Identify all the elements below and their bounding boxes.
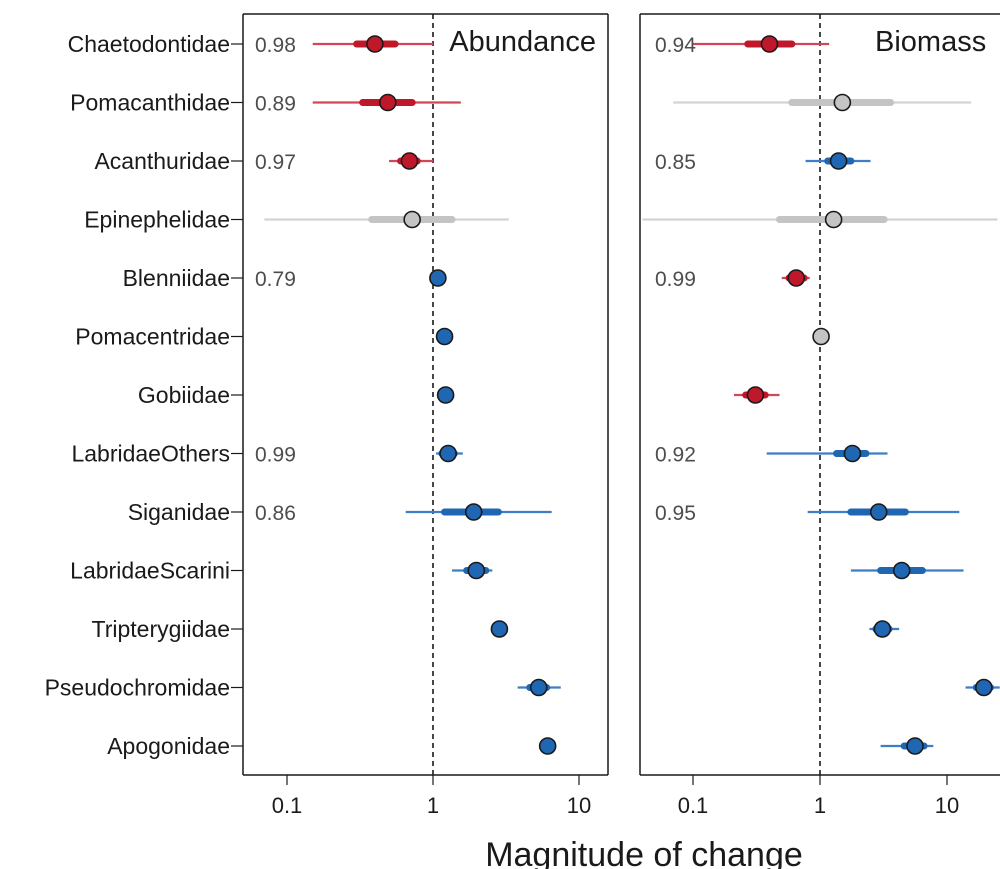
estimate-apogonidae — [538, 737, 557, 755]
family-label-apogonidae: Apogonidae — [107, 733, 230, 759]
point-estimate — [892, 561, 911, 580]
estimate-acanthuridae — [805, 152, 871, 170]
estimate-chaetodontidae — [693, 35, 830, 53]
probability-label: 0.99 — [255, 444, 296, 467]
x-tick-label: 1 — [427, 793, 439, 818]
estimate-pomacanthidae — [312, 93, 461, 112]
estimate-blenniidae — [429, 269, 447, 287]
point-estimate — [824, 210, 843, 229]
estimate-tripterygiidae — [490, 620, 509, 638]
family-label-pomacanthidae: Pomacanthidae — [70, 90, 230, 116]
family-label-gobiidae: Gobiidae — [138, 382, 230, 408]
probability-label: 0.95 — [655, 502, 696, 525]
point-estimate — [833, 93, 852, 112]
estimate-tripterygiidae — [869, 620, 900, 638]
probability-label: 0.89 — [255, 93, 296, 116]
point-estimate — [746, 386, 765, 404]
x-tick-label: 0.1 — [678, 793, 709, 818]
point-estimate — [378, 93, 397, 112]
point-estimate — [812, 327, 830, 346]
estimate-labridaescarini — [452, 561, 493, 580]
point-estimate — [403, 210, 421, 229]
panel-frame — [242, 13, 609, 776]
estimate-pomacentridae — [812, 327, 830, 346]
probability-label: 0.98 — [255, 34, 296, 57]
abundance-panel: 0.1 1 10 Abundance 0.98 0.89 0.97 0.79 0.99 0.86 — [242, 13, 609, 818]
point-estimate — [829, 152, 848, 170]
point-estimate — [400, 152, 419, 170]
family-label-tripterygiidae: Tripterygiidae — [92, 616, 230, 642]
x-tick-label: 10 — [567, 793, 591, 818]
estimate-acanthuridae — [389, 152, 433, 170]
panel-title: Biomass — [875, 26, 986, 58]
family-label-blenniidae: Blenniidae — [123, 265, 230, 291]
probability-label: 0.99 — [655, 268, 696, 291]
point-estimate — [906, 737, 924, 755]
family-label-labridaescarini: LabridaeScarini — [70, 558, 230, 584]
family-label-pomacentridae: Pomacentridae — [75, 324, 230, 350]
x-tick-label: 10 — [935, 793, 959, 818]
estimate-pseudochromidae — [965, 678, 1000, 697]
estimate-epinephelidae — [642, 210, 998, 229]
family-label-epinephelidae: Epinephelidae — [84, 207, 230, 233]
point-estimate — [490, 620, 509, 638]
point-estimate — [435, 327, 454, 346]
estimate-pomacentridae — [435, 327, 454, 346]
point-estimate — [975, 678, 993, 697]
estimate-labridaescarini — [850, 561, 964, 580]
family-labels: Chaetodontidae Pomacanthidae Acanthuridae E… — [45, 31, 243, 759]
point-estimate — [366, 35, 384, 53]
x-axis-title: Magnitude of change — [485, 836, 803, 869]
biomass-panel: 0.1 1 10 Biomass 0.94 0.85 0.99 0.92 0.95 — [639, 13, 1000, 818]
estimate-labridaeothers — [436, 444, 463, 463]
family-label-chaetodontidae: Chaetodontidae — [68, 31, 230, 57]
family-label-acanthuridae: Acanthuridae — [94, 148, 230, 174]
estimate-labridaeothers — [766, 444, 888, 463]
x-tick-label: 0.1 — [272, 793, 303, 818]
estimate-gobiidae — [733, 386, 780, 404]
panel-title: Abundance — [449, 26, 596, 58]
point-estimate — [464, 503, 483, 521]
family-label-pseudochromidae: Pseudochromidae — [45, 675, 230, 701]
estimate-siganidae — [405, 503, 552, 521]
estimate-pseudochromidae — [517, 678, 561, 697]
point-estimate — [467, 561, 486, 580]
estimate-gobiidae — [436, 386, 455, 404]
probability-label: 0.79 — [255, 268, 296, 291]
probability-label: 0.94 — [655, 34, 696, 57]
point-estimate — [439, 444, 457, 463]
estimate-blenniidae — [781, 269, 810, 287]
family-label-labridaeothers: LabridaeOthers — [71, 441, 230, 467]
point-estimate — [538, 737, 557, 755]
estimate-apogonidae — [880, 737, 934, 755]
point-estimate — [429, 269, 447, 287]
x-tick-label: 1 — [814, 793, 826, 818]
point-estimate — [760, 35, 779, 53]
point-estimate — [843, 444, 862, 463]
estimate-chaetodontidae — [312, 35, 433, 53]
probability-label: 0.85 — [655, 151, 696, 174]
family-label-siganidae: Siganidae — [128, 499, 230, 525]
point-estimate — [869, 503, 888, 521]
probability-label: 0.92 — [655, 444, 696, 467]
probability-label: 0.97 — [255, 151, 296, 174]
estimate-pomacanthidae — [673, 93, 972, 112]
probability-label: 0.86 — [255, 502, 296, 525]
point-estimate — [787, 269, 806, 287]
point-estimate — [873, 620, 892, 638]
estimate-epinephelidae — [264, 210, 509, 229]
estimate-siganidae — [807, 503, 960, 521]
point-estimate — [529, 678, 548, 697]
point-estimate — [436, 386, 455, 404]
